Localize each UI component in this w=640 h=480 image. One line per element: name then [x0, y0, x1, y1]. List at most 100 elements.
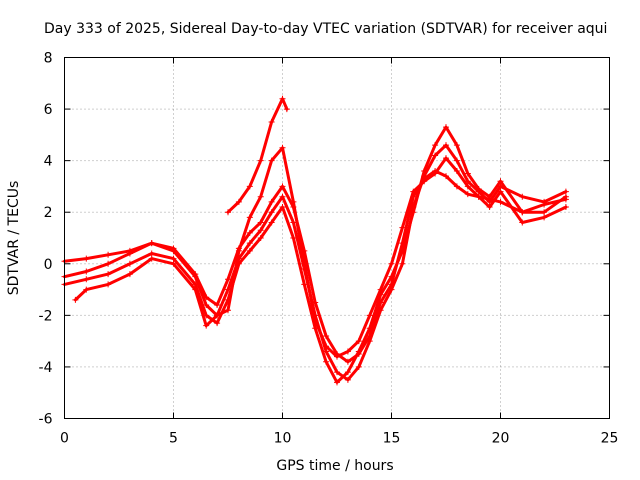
- data-point: [301, 260, 308, 267]
- data-point: [562, 204, 569, 211]
- data-point: [257, 227, 264, 234]
- data-point: [323, 332, 330, 339]
- data-point: [344, 376, 351, 383]
- data-point: [126, 271, 133, 278]
- data-point: [399, 260, 406, 267]
- y-tick-label: -6: [39, 412, 53, 428]
- y-tick-label: 2: [44, 205, 53, 221]
- data-point: [246, 183, 253, 190]
- series-sat-4: [72, 144, 569, 360]
- series-sat-5: [225, 95, 290, 216]
- data-point: [126, 250, 133, 257]
- plot-frame: [64, 57, 610, 419]
- data-point: [541, 198, 548, 205]
- data-point: [399, 247, 406, 254]
- data-point: [83, 268, 90, 275]
- data-point: [453, 183, 460, 190]
- data-point: [443, 124, 449, 131]
- data-point: [497, 188, 504, 195]
- y-tick-label: -4: [39, 360, 53, 376]
- data-point: [72, 296, 79, 303]
- data-point: [170, 260, 177, 267]
- data-point: [366, 312, 373, 319]
- series-sat-2: [61, 142, 569, 383]
- data-point: [344, 369, 351, 376]
- data-point: [148, 240, 155, 247]
- data-point: [246, 247, 253, 254]
- data-point: [170, 255, 177, 262]
- data-point: [279, 204, 286, 211]
- data-point: [246, 214, 253, 221]
- data-point: [377, 286, 384, 293]
- data-point: [432, 142, 439, 149]
- data-point: [283, 106, 290, 113]
- data-point: [170, 247, 177, 254]
- data-point: [105, 260, 112, 267]
- data-point: [148, 255, 155, 262]
- data-point: [344, 358, 351, 365]
- y-tick-label: -2: [39, 308, 53, 324]
- data-point: [497, 178, 504, 185]
- data-point: [410, 188, 417, 195]
- data-point: [355, 363, 362, 370]
- data-point: [475, 186, 482, 193]
- data-point: [235, 198, 242, 205]
- data-point: [268, 198, 275, 205]
- data-point: [148, 250, 155, 257]
- data-point: [464, 183, 471, 190]
- data-point: [301, 281, 308, 288]
- data-point: [443, 173, 449, 180]
- data-point: [323, 358, 330, 365]
- data-point: [334, 369, 340, 376]
- data-point: [453, 157, 460, 164]
- data-point: [246, 229, 253, 236]
- data-point: [464, 191, 471, 198]
- data-point: [421, 178, 428, 185]
- data-point: [355, 348, 362, 355]
- data-point: [519, 209, 526, 216]
- data-point: [225, 307, 231, 314]
- data-point: [279, 193, 286, 200]
- data-point: [105, 251, 112, 258]
- data-point: [432, 170, 439, 177]
- y-tick-label: 0: [44, 257, 53, 273]
- data-point: [497, 198, 504, 205]
- data-point: [235, 247, 242, 254]
- data-point: [105, 281, 112, 288]
- data-point: [410, 209, 417, 216]
- data-point: [192, 286, 199, 293]
- data-point: [443, 155, 449, 162]
- data-point: [246, 240, 253, 247]
- data-point: [453, 167, 460, 174]
- data-point: [377, 307, 384, 314]
- data-point: [225, 276, 231, 283]
- data-point: [192, 281, 199, 288]
- data-point: [475, 193, 482, 200]
- data-point: [541, 209, 548, 216]
- data-point: [268, 219, 275, 226]
- data-point: [105, 271, 112, 278]
- data-point: [268, 157, 275, 164]
- ticks: 0 5 10 15 20 25 -6 -4 -2 0 2 4 6 8: [39, 51, 619, 447]
- x-tick-label: 15: [383, 431, 401, 447]
- data-point: [519, 219, 526, 226]
- data-point: [279, 183, 286, 190]
- series-line: [63, 125, 568, 384]
- data-point: [323, 343, 330, 350]
- series-line: [63, 143, 568, 382]
- x-tick-label: 25: [601, 431, 619, 447]
- data-point: [541, 214, 548, 221]
- data-point: [83, 276, 90, 283]
- data-point: [290, 235, 297, 241]
- data-point: [257, 157, 264, 164]
- data-point: [203, 302, 210, 309]
- x-tick-label: 10: [274, 431, 292, 447]
- data-point: [486, 193, 493, 200]
- data-point: [290, 219, 297, 226]
- data-series: [61, 95, 569, 386]
- data-point: [290, 198, 297, 205]
- data-point: [279, 144, 286, 151]
- data-point: [355, 338, 362, 345]
- data-point: [83, 286, 90, 293]
